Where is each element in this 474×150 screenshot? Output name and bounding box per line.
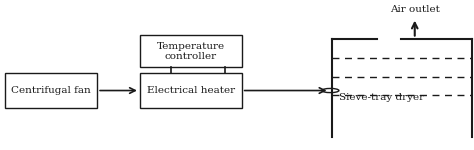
Text: Air outlet: Air outlet xyxy=(390,5,440,14)
Text: Sieve-tray dryer: Sieve-tray dryer xyxy=(339,93,424,102)
FancyBboxPatch shape xyxy=(140,73,242,108)
FancyBboxPatch shape xyxy=(140,35,242,68)
Text: Centrifugal fan: Centrifugal fan xyxy=(11,86,91,95)
FancyBboxPatch shape xyxy=(5,73,97,108)
Text: Temperature
controller: Temperature controller xyxy=(157,42,225,61)
Text: Electrical heater: Electrical heater xyxy=(147,86,235,95)
